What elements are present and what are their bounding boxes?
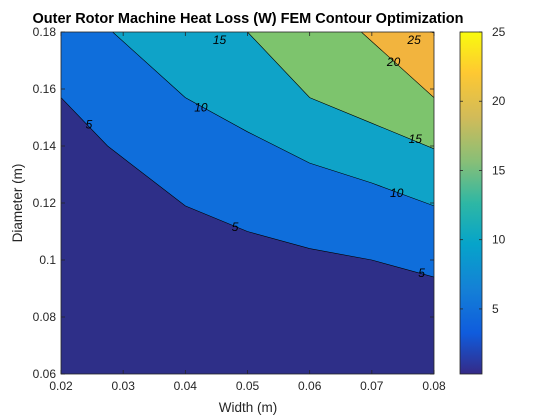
contour-label-5: 5 [232, 220, 239, 234]
contour-line-15 [247, 32, 434, 150]
colorbar-tick-label: 5 [492, 302, 499, 316]
contour-labels: 5 5 5 10 10 15 15 20 25 [86, 33, 426, 280]
contour-line-10 [112, 32, 434, 207]
y-tick-label: 0.18 [33, 25, 57, 39]
x-tick-label: 0.08 [422, 379, 446, 393]
y-tick-label: 0.08 [33, 310, 57, 324]
colorbar [459, 31, 483, 375]
contour-label-15: 15 [213, 33, 227, 47]
contour-line-5 [61, 97, 434, 278]
y-tick-label: 0.16 [33, 82, 57, 96]
colorbar-tick-label: 20 [492, 94, 506, 108]
x-tick-label: 0.07 [360, 379, 384, 393]
contour-bands [61, 32, 434, 374]
contour-label-20: 20 [386, 55, 401, 69]
contour-label-10: 10 [390, 186, 404, 200]
x-tick-label: 0.02 [49, 379, 73, 393]
colorbar-ticks: 5 10 15 20 25 [460, 25, 506, 316]
contour-lines [61, 32, 434, 278]
contour-label-10: 10 [194, 101, 208, 115]
chart-title: Outer Rotor Machine Heat Loss (W) FEM Co… [33, 11, 464, 27]
x-tick-label: 0.05 [236, 379, 260, 393]
y-tick-label: 0.14 [33, 139, 57, 153]
contour-label-5: 5 [86, 118, 93, 132]
colorbar-tick-label: 10 [492, 233, 506, 247]
x-tick-label: 0.04 [174, 379, 198, 393]
y-tick-label: 0.1 [39, 253, 56, 267]
x-axis-label: Width (m) [219, 400, 278, 415]
contour-line-20 [361, 32, 434, 98]
band-15-20 [247, 32, 434, 149]
colorbar-tick-label: 25 [492, 25, 506, 39]
x-tick-label: 0.03 [112, 379, 136, 393]
x-axis: 0.02 0.03 0.04 0.05 0.06 0.07 0.08 [49, 32, 446, 393]
contour-label-25: 25 [406, 33, 421, 47]
y-axis: 0.06 0.08 0.1 0.12 0.14 0.16 0.18 [33, 25, 434, 381]
contour-label-5: 5 [418, 266, 425, 280]
x-tick-label: 0.06 [298, 379, 322, 393]
colorbar-tick-label: 15 [492, 164, 506, 178]
y-axis-label: Diameter (m) [10, 164, 25, 243]
y-tick-label: 0.06 [33, 367, 57, 381]
contour-label-15: 15 [409, 132, 423, 146]
y-tick-label: 0.12 [33, 196, 57, 210]
